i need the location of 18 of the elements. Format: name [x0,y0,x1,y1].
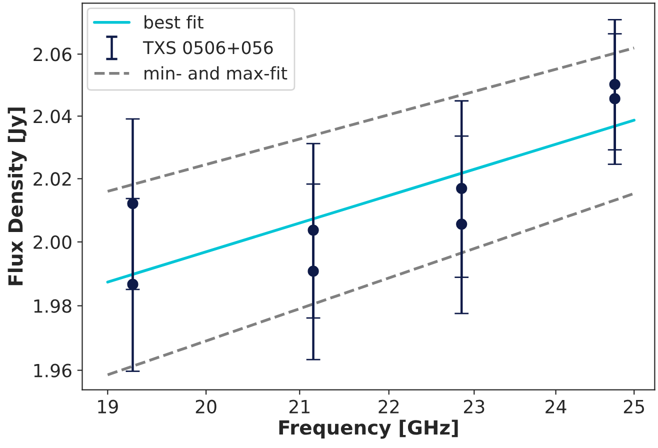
y-tick-label: 2.04 [34,110,72,124]
x-tick-label: 20 [196,400,216,414]
x-tick-label: 25 [624,400,644,414]
legend-label: best fit [144,15,204,29]
y-axis-title: Flux Density [Jy] [8,108,27,286]
y-tick-label: 2.06 [34,48,72,62]
legend-label: min- and max-fit [144,66,288,80]
y-tick-label: 2.00 [34,235,72,250]
x-tick-label: 24 [546,400,566,414]
x-tick-label: 19 [98,400,118,414]
x-tick-label: 21 [289,400,310,414]
y-tick-label: 1.96 [34,364,72,378]
x-tick-label: 22 [378,400,399,414]
y-tick-label: 1.98 [34,299,72,313]
x-tick-label: 23 [464,400,484,414]
legend-label: TXS 0506+056 [142,41,273,54]
y-tick-label: 2.02 [34,172,71,186]
x-axis-title: Frequency [GHz] [279,420,458,439]
